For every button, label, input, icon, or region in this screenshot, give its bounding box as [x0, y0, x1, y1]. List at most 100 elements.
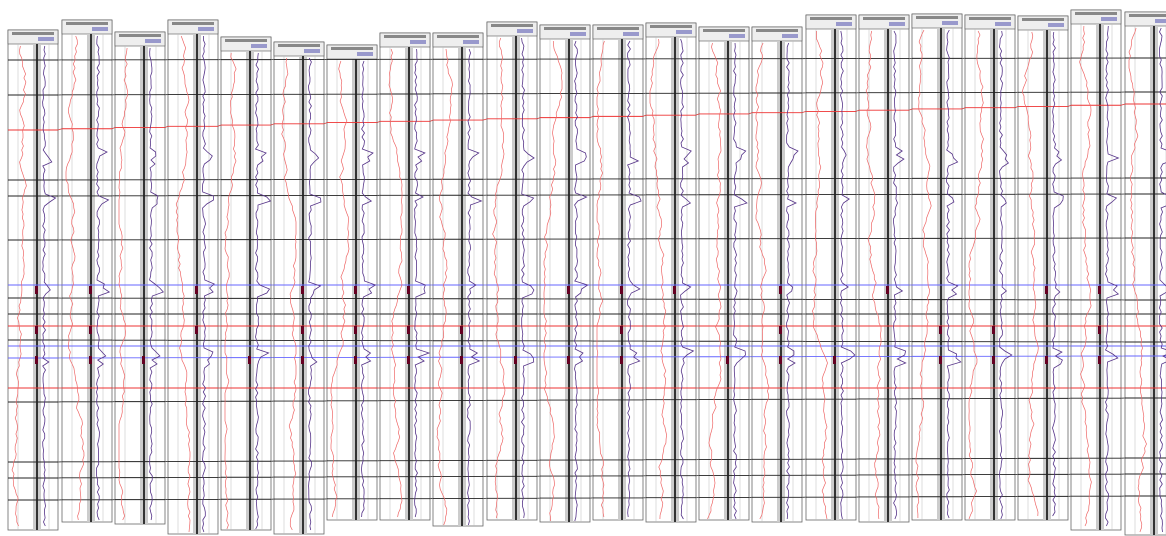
header-bar [1129, 14, 1166, 17]
well-log [751, 26, 803, 523]
log-marker [1098, 286, 1101, 294]
header-bar [969, 17, 1011, 20]
horizon-connector [1014, 106, 1019, 109]
log-curve [840, 30, 856, 520]
log-curve [308, 57, 322, 531]
log-marker [407, 356, 410, 364]
header-bar [729, 34, 745, 38]
well-log [539, 24, 591, 523]
well-log [432, 32, 484, 527]
well-log [326, 44, 378, 521]
header-bar [145, 39, 161, 43]
log-curve [149, 47, 164, 521]
log-marker [567, 356, 570, 364]
horizon-connector [429, 119, 434, 122]
horizon-connector [1120, 103, 1126, 106]
header-bar [38, 37, 54, 41]
log-curve [521, 37, 535, 519]
log-curve [999, 30, 1013, 520]
header-bar [278, 44, 320, 47]
log-curve [1104, 25, 1120, 527]
log-curve [281, 57, 297, 531]
log-marker [779, 356, 782, 364]
log-curve [414, 48, 431, 518]
log-curve [893, 30, 907, 520]
log-marker [992, 356, 995, 364]
well-log [858, 14, 910, 523]
header-bar [782, 34, 798, 38]
log-marker [833, 356, 836, 364]
log-curve [1079, 25, 1092, 527]
log-curve [254, 52, 272, 530]
horizon-connector [642, 114, 647, 117]
log-marker [620, 326, 623, 334]
log-curve [118, 47, 129, 521]
log-marker [407, 326, 410, 334]
log-marker [354, 356, 357, 364]
log-marker [301, 286, 304, 294]
horizon-connector [376, 120, 381, 123]
log-marker [939, 356, 942, 364]
well-log [1017, 15, 1069, 521]
header-bar [1155, 19, 1166, 23]
log-curve [574, 40, 589, 522]
header-bar [251, 44, 267, 48]
well-log [379, 32, 431, 521]
log-curve [865, 30, 882, 520]
log-curve [1021, 31, 1039, 517]
horizon-connector [217, 124, 222, 127]
log-marker [567, 286, 570, 294]
log-marker [35, 356, 38, 364]
header-bar [810, 17, 852, 20]
header-bar [384, 35, 426, 38]
horizon-connector [1067, 104, 1072, 107]
well-log [61, 19, 113, 523]
well-log [167, 19, 219, 535]
log-curve [680, 38, 695, 520]
header-bar [889, 22, 905, 26]
log-curve [649, 38, 667, 520]
log-marker [1045, 356, 1048, 364]
log-curve [467, 48, 483, 526]
log-curve [812, 31, 828, 520]
log-curve [968, 30, 984, 520]
log-curve [96, 35, 111, 521]
horizon-connector [589, 116, 594, 118]
header-bar [544, 27, 586, 30]
header-bar [92, 27, 108, 31]
log-curve [388, 48, 403, 518]
log-curve [1159, 27, 1166, 533]
well-log [964, 14, 1016, 521]
header-bar [863, 17, 905, 20]
well-log [911, 13, 963, 521]
log-marker [89, 326, 92, 334]
log-marker [514, 356, 517, 364]
horizon-connector [57, 128, 63, 131]
header-bar [1075, 12, 1117, 15]
well-log [273, 41, 325, 535]
header-bar [597, 27, 639, 30]
well-log [220, 36, 272, 531]
header-bar [410, 40, 426, 44]
header-bar [331, 47, 373, 50]
header-bar [225, 39, 267, 42]
log-marker [992, 326, 995, 334]
log-marker [195, 326, 198, 334]
log-marker [195, 286, 198, 294]
header-bar [916, 16, 958, 19]
header-bar [12, 32, 54, 35]
log-curve [915, 29, 932, 518]
log-marker [142, 356, 145, 364]
header-bar [570, 32, 586, 36]
header-bar [463, 40, 479, 44]
log-marker [779, 286, 782, 294]
header-bar [119, 34, 161, 37]
well-log [645, 22, 697, 523]
header-bar [357, 52, 373, 56]
log-marker [407, 286, 410, 294]
log-marker [301, 356, 304, 364]
horizon-connector [908, 108, 913, 111]
